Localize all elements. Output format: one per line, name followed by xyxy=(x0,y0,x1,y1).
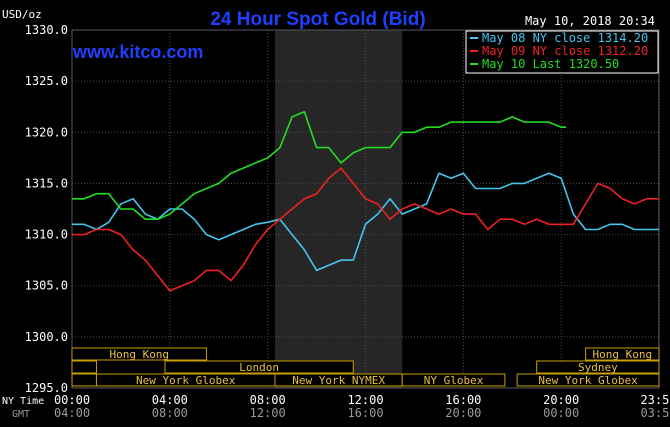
series-line-2 xyxy=(72,111,567,220)
series-line-0 xyxy=(72,172,659,272)
gmt-tick-label: 20:00 xyxy=(445,406,481,420)
plot-frame xyxy=(71,29,660,389)
gmt-tick-label: 00:00 xyxy=(543,406,579,420)
session-box xyxy=(164,360,354,374)
session-box xyxy=(71,360,97,374)
gmt-tick-label: 04:00 xyxy=(54,406,90,420)
y-tick-label: 1315.0 xyxy=(25,176,68,190)
gmt-tick-label: 08:00 xyxy=(152,406,188,420)
session-box xyxy=(71,347,208,361)
session-box xyxy=(71,373,97,387)
grid-lines xyxy=(71,29,660,389)
session-label: Hong Kong xyxy=(109,348,169,361)
y-tick-label: 1330.0 xyxy=(25,23,68,37)
legend-entry-may08: May 08 NY close 1314.20 xyxy=(482,31,648,45)
brand-watermark: www.kitco.com xyxy=(72,42,203,62)
session-box xyxy=(536,360,660,374)
legend-entry-may09: May 09 NY close 1312.20 xyxy=(482,44,648,58)
session-label: Sydney xyxy=(578,361,618,374)
legend: May 08 NY close 1314.20 May 09 NY close … xyxy=(465,30,659,74)
legend-entry-may10: May 10 Last 1320.50 xyxy=(482,57,619,71)
x-axis: 00:0004:0004:0008:0008:0012:0012:0016:00… xyxy=(54,393,670,420)
gmt-tick-label: 16:00 xyxy=(347,406,383,420)
chart-timestamp: May 10, 2018 20:34 xyxy=(525,14,655,28)
session-label: NY Globex xyxy=(424,374,484,387)
chart-title: 24 Hour Spot Gold (Bid) xyxy=(210,9,425,30)
ny-time-tick-label: 20:00 xyxy=(543,393,579,407)
session-box xyxy=(516,373,660,387)
y-tick-label: 1325.0 xyxy=(25,74,68,88)
y-tick-label: 1295.0 xyxy=(25,381,68,395)
session-box xyxy=(585,347,660,361)
ny-time-tick-label: 12:00 xyxy=(347,393,383,407)
ny-time-tick-label: 23:59 xyxy=(640,393,670,407)
ny-time-tick-label: 04:00 xyxy=(152,393,188,407)
shaded-period xyxy=(275,30,403,388)
ny-time-tick-label: 16:00 xyxy=(445,393,481,407)
y-tick-label: 1310.0 xyxy=(25,228,68,242)
session-label: London xyxy=(239,361,279,374)
series-lines xyxy=(72,111,659,292)
series-line-1 xyxy=(72,167,659,292)
session-box xyxy=(401,373,506,387)
y-tick-label: 1305.0 xyxy=(25,279,68,293)
session-label: Hong Kong xyxy=(593,348,653,361)
gmt-row-label: GMT xyxy=(12,409,30,420)
session-label: New York Globex xyxy=(538,374,638,387)
legend-box xyxy=(465,30,659,74)
session-label: New York NYMEX xyxy=(292,374,385,387)
y-tick-label: 1300.0 xyxy=(25,330,68,344)
y-axis: 1330.0 1325.0 1320.0 1315.0 1310.0 1305.0 1300… xyxy=(25,23,68,395)
ny-time-tick-label: 00:00 xyxy=(54,393,90,407)
ny-time-row-label: NY Time xyxy=(2,396,44,407)
gmt-tick-label: 12:00 xyxy=(250,406,286,420)
session-label: New York Globex xyxy=(136,374,236,387)
y-tick-label: 1320.0 xyxy=(25,125,68,139)
y-unit-label: USD/oz xyxy=(2,8,42,21)
gmt-tick-label: 03:59 xyxy=(640,406,670,420)
ny-time-tick-label: 08:00 xyxy=(250,393,286,407)
